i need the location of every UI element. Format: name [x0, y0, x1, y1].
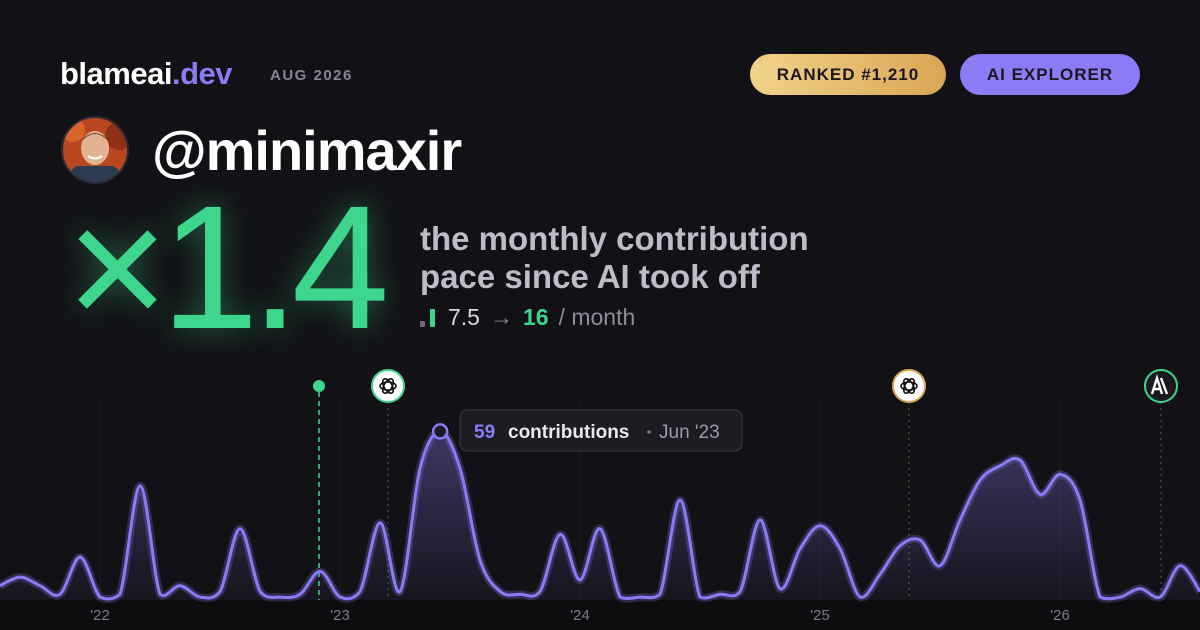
separator [647, 430, 651, 434]
tooltip: 59 contributions Jun '23 [459, 409, 743, 452]
pace-unit: / month [558, 304, 636, 330]
x-tick-label: '26 [1050, 607, 1070, 624]
multiplier: ×1.4 [66, 170, 389, 366]
ai-events [313, 369, 1178, 600]
pace-icon [420, 308, 435, 327]
line [0, 429, 1200, 601]
avatar [61, 116, 129, 184]
brand-tld: .dev [171, 56, 233, 91]
hover-point [431, 423, 449, 440]
brand: blameai.dev [60, 56, 232, 92]
tier-badge: AI EXPLORER [960, 54, 1140, 95]
date: AUG 2026 [270, 67, 353, 84]
pace-stats: 7.5 → 16 / month [420, 304, 635, 331]
handle: @minimaxir [152, 119, 462, 182]
event-dot [313, 380, 325, 392]
x-tick-label: '25 [810, 607, 830, 624]
pace-before: 7.5 [448, 304, 480, 330]
x-tick-label: '22 [90, 607, 110, 624]
tooltip-box [459, 409, 743, 452]
openai-icon [892, 369, 926, 403]
caption-line: pace since AI took off [420, 258, 760, 295]
tooltip-value: 59 [474, 422, 495, 443]
tooltip-date: Jun '23 [659, 422, 720, 443]
brand-name: blameai [60, 56, 172, 91]
rank-badge: RANKED #1,210 [750, 54, 946, 95]
caption-line: the monthly contribution [420, 220, 809, 257]
x-tick-label: '24 [570, 607, 590, 624]
pace-arrow: → [489, 304, 513, 330]
x-tick-label: '23 [330, 607, 350, 624]
area [0, 431, 1200, 600]
anthropic-icon [1144, 369, 1178, 403]
axis-strip [0, 600, 1200, 630]
openai-icon [371, 369, 405, 403]
pace-after: 16 [522, 304, 549, 330]
tooltip-label: contributions [508, 422, 629, 443]
